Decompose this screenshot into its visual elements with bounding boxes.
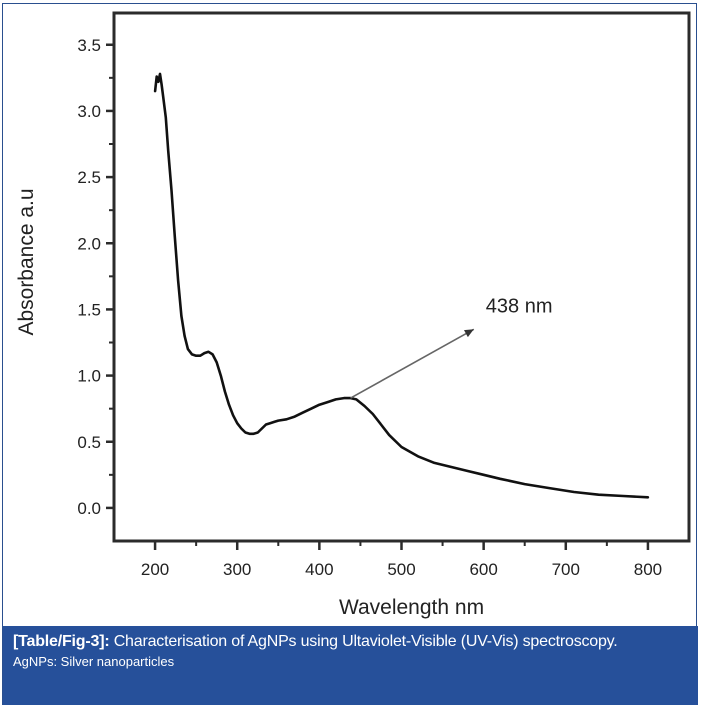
y-axis: 0.0 0.5 1.0 1.5 2.0 2.5 3.0 3.5 — [77, 36, 114, 518]
x-tick-label: 700 — [552, 560, 580, 579]
annotation-arrowhead — [463, 329, 474, 338]
y-tick-label: 1.0 — [77, 367, 101, 386]
y-tick-label: 3.0 — [77, 102, 101, 121]
annotation-layer: 438 nm — [350, 295, 553, 399]
plot-area — [112, 11, 691, 543]
x-tick-label: 300 — [223, 560, 251, 579]
caption-text: [Table/Fig-3]: Characterisation of AgNPs… — [13, 632, 688, 651]
series-layer — [153, 72, 650, 499]
caption-tag: [Table/Fig-3]: — [13, 633, 110, 650]
y-tick-label: 0.0 — [77, 499, 101, 518]
caption-body: Characterisation of AgNPs using Ultaviol… — [109, 633, 618, 650]
y-axis-title: Absorbance a.u — [15, 188, 38, 335]
y-tick-label: 2.0 — [77, 234, 101, 253]
plot-frame — [112, 11, 691, 543]
y-tick-label: 1.5 — [77, 300, 101, 319]
y-tick-label: 2.5 — [77, 168, 101, 187]
y-tick-label: 3.5 — [77, 36, 101, 55]
x-axis: 200 300 400 500 600 700 800 — [141, 541, 662, 579]
series-line — [153, 72, 650, 499]
x-tick-label: 500 — [387, 560, 415, 579]
x-tick-label: 200 — [141, 560, 169, 579]
x-tick-label: 800 — [634, 560, 662, 579]
y-tick-label: 0.5 — [77, 433, 101, 452]
caption-note: AgNPs: Silver nanoparticles — [13, 654, 175, 669]
x-axis-title: Wavelength nm — [339, 596, 484, 619]
x-tick-label: 600 — [469, 560, 497, 579]
annotation-arrow — [350, 328, 475, 399]
uv-vis-chart: 0.0 0.5 1.0 1.5 2.0 2.5 3.0 3.5 200 300 400 500 600… — [15, 11, 691, 619]
annotation-label: 438 nm — [486, 295, 553, 317]
figure-caption: [Table/Fig-3]: Characterisation of AgNPs… — [3, 626, 698, 705]
x-tick-label: 400 — [305, 560, 333, 579]
